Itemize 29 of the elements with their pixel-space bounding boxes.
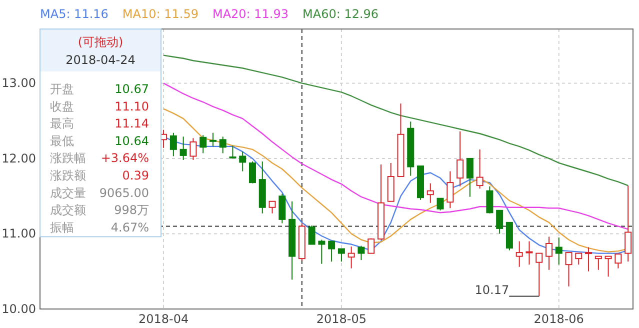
x-tick-label: 2018-06 — [534, 312, 584, 326]
x-tick-label: 2018-04 — [138, 312, 189, 326]
y-tick-label: 12.00 — [2, 151, 36, 166]
annotation: 振幅 — [50, 220, 74, 234]
legend: MA5: 11.16 MA10: 11.59 MA20: 11.93 MA60: 12.96 — [40, 7, 379, 21]
annotation: +3.64% — [100, 151, 149, 166]
annotation: (可拖动) — [78, 35, 124, 49]
annotation: 4.67% — [110, 220, 149, 234]
annotation: 2018-04-24 — [66, 53, 136, 67]
x-tick-label: 2018-05 — [316, 312, 367, 326]
annotation: 9065.00 — [99, 186, 149, 200]
annotation: 0.39 — [122, 168, 149, 182]
annotation: 998万 — [114, 203, 149, 218]
annotation: 10.64 — [114, 134, 149, 148]
annotation: 10.17 — [474, 283, 510, 298]
y-tick-label: 11.00 — [2, 226, 36, 241]
annotation: 成交额 — [50, 203, 86, 218]
annotation: 涨跌额 — [50, 168, 86, 182]
annotation: 最低 — [50, 134, 74, 148]
y-tick-label: 10.00 — [2, 302, 36, 316]
annotation: 开盘 — [50, 82, 74, 96]
annotation: 最高 — [50, 116, 74, 131]
annotation: 收盘 — [50, 99, 74, 114]
annotation: 11.14 — [114, 116, 149, 131]
annotation: 涨跌幅 — [50, 151, 86, 166]
annotation: 成交量 — [50, 186, 86, 200]
annotation: 11.10 — [114, 99, 149, 114]
annotation: 10.67 — [114, 82, 149, 96]
y-tick-label: 13.00 — [2, 76, 36, 90]
